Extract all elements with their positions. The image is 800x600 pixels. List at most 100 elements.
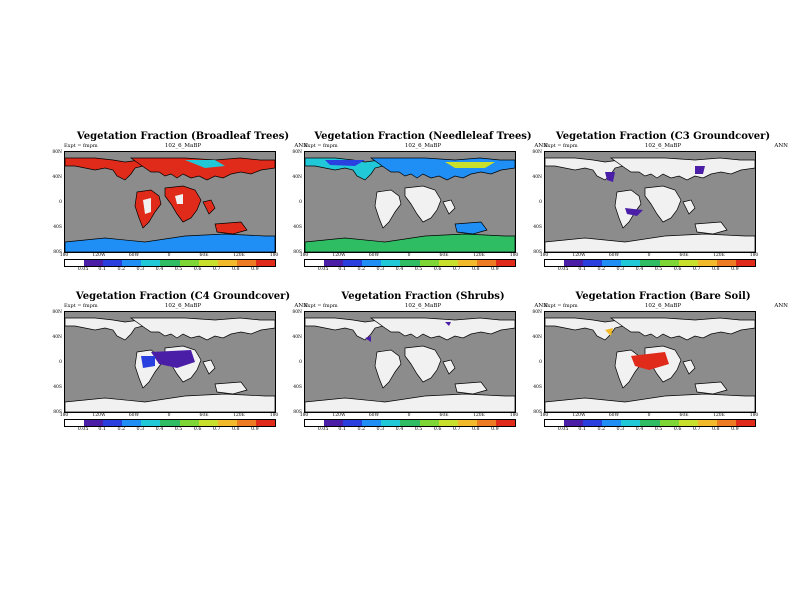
vegetation-patch [625,208,643,216]
lon-tick-label: 180 [539,253,549,258]
colorbar-tick-label: 0.5 [414,427,423,432]
colorbar-swatch [583,260,603,266]
colorbar-swatch [198,420,218,426]
colorbar-swatch [122,420,142,426]
landmass [65,157,144,181]
landmass [129,157,275,181]
colorbar-swatch [716,260,736,266]
colorbar-swatch [343,420,363,426]
colorbar [64,259,276,267]
map-area [544,311,756,413]
colorbar-tick-label: 0.9 [251,267,259,272]
colorbar-tick-label: 0.3 [136,267,145,272]
lon-tick-label: 120W [332,253,346,258]
colorbar-swatch [305,420,325,426]
panel-title: Vegetation Fraction (Shrubs) [341,291,505,302]
lat-tick-label: 0 [299,360,302,365]
lon-tick-label: 180 [269,253,279,258]
map-area [64,311,276,413]
colorbar-swatch [735,260,756,266]
map-area [304,151,516,253]
colorbar-tick-label: 0.4 [395,267,404,272]
lon-tick-label: 60W [608,253,620,258]
lon-tick-label: 120E [473,253,485,258]
colorbar-tick-label: 0.05 [557,427,569,432]
colorbar-ticks: 0.05 0.1 0.2 0.3 0.4 0.5 0.6 0.7 0.8 0.9 [544,267,756,275]
lon-tick-label: 120E [713,413,725,418]
colorbar-swatch [545,420,565,426]
colorbar-tick-label: 0.1 [98,267,106,272]
map-panel-6: Vegetation Fraction (Bare Soil) 102_6_MaB… [532,291,788,456]
panel-subtitle: 102_6_MaBP [164,143,202,149]
colorbar-tick-label: 0.7 [692,267,701,272]
colorbar-tick-label: 0.8 [471,267,480,272]
map-svg [305,157,515,252]
panel-title: Vegetation Fraction (Needleleaf Trees) [314,131,532,142]
lon-tick-label: 180 [299,413,309,418]
panel-title: Vegetation Fraction (Bare Soil) [575,291,751,302]
colorbar-tick-label: 0.7 [692,427,701,432]
colorbar-swatch [84,420,104,426]
lon-tick-label: 60E [199,253,209,258]
panel-season-label: ANN [294,143,308,149]
colorbar-swatch [179,260,199,266]
lon-tick-label: 60W [608,413,620,418]
lat-tick-label: 0 [59,360,62,365]
lon-tick-label: 180 [539,413,549,418]
lat-tick-label: 40S [53,225,62,230]
landmass [65,233,275,252]
landmass [442,359,456,375]
panel-subtitle: 102_6_MaBP [404,303,442,309]
colorbar-swatch [324,420,344,426]
colorbar-tick-label: 0.9 [491,267,499,272]
landmass [545,317,624,341]
colorbar-swatch [217,260,237,266]
panel-title: Vegetation Fraction (Broadleaf Trees) [76,131,290,142]
lon-tick-label: 0 [167,413,171,418]
lat-tick-label: 40N [52,335,62,340]
lon-tick-label: 120W [332,413,346,418]
lon-tick-label: 0 [167,253,171,258]
colorbar-tick-label: 0.8 [711,427,720,432]
landmass [682,199,696,215]
colorbar-tick-label: 0.7 [452,427,461,432]
vegetation-patch [185,160,225,168]
lon-tick-label: 180 [59,413,69,418]
vegetation-patch [695,166,705,174]
map-svg [65,157,275,252]
lon-tick-label: 180 [749,413,759,418]
panel-season-label: ANN [774,303,788,309]
colorbar-swatch [735,420,756,426]
colorbar-swatch [564,260,584,266]
lon-tick-label: 0 [647,413,651,418]
colorbar-tick-label: 0.7 [212,267,221,272]
lat-tick-label: 40N [532,335,542,340]
landmass [305,317,384,341]
colorbar-swatch [103,260,123,266]
vegetation-patch [605,172,615,182]
colorbar-tick-label: 0.3 [136,427,145,432]
colorbar-tick-label: 0.6 [673,427,682,432]
lon-tick-label: 180 [509,413,519,418]
colorbar-tick-label: 0.9 [491,427,499,432]
colorbar-swatch [103,420,123,426]
panel-title: Vegetation Fraction (C3 Groundcover) [555,131,771,142]
colorbar-swatch [305,260,325,266]
colorbar-swatch [400,260,420,266]
colorbar-swatch [697,260,717,266]
vegetation-patch [143,198,151,214]
vegetation-patch [141,356,155,368]
map-svg [305,317,515,412]
lat-tick-label: 40S [533,385,542,390]
lat-tick-label: 0 [539,200,542,205]
colorbar-ticks: 0.05 0.1 0.2 0.3 0.4 0.5 0.6 0.7 0.8 0.9 [64,427,276,435]
colorbar-tick-label: 0.1 [578,267,586,272]
colorbar-tick-label: 0.1 [578,427,586,432]
lat-tick-label: 40N [292,335,302,340]
vegetation-patch [365,336,371,342]
colorbar-swatch [545,260,565,266]
lon-tick-label: 180 [509,253,519,258]
colorbar-tick-label: 0.7 [212,427,221,432]
lat-tick-label: 80N [292,310,302,315]
colorbar-tick-label: 0.3 [616,267,625,272]
